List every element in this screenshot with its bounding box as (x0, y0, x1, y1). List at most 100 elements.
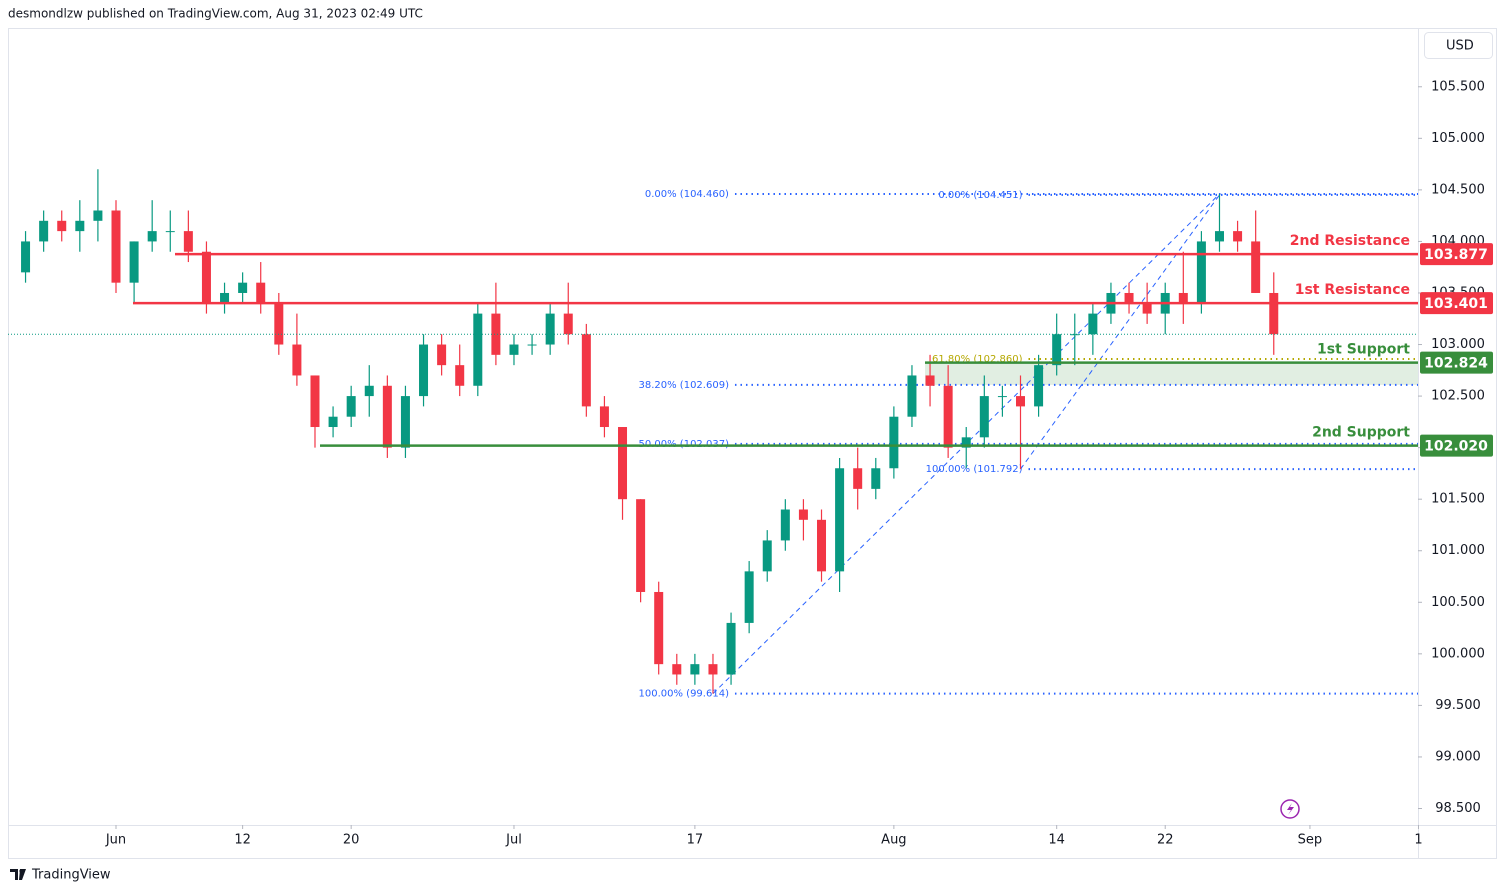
candle-body (310, 375, 320, 428)
candle-body (419, 344, 429, 397)
candle-body (111, 210, 121, 283)
candle-body (256, 282, 266, 304)
fib-level-label: 100.00% (101.792) (926, 464, 1023, 475)
candle-body (39, 220, 49, 242)
fib-level-label: 0.00% (104.460) (645, 189, 729, 200)
candle-body (1142, 303, 1152, 314)
candle (75, 200, 85, 252)
candle (599, 396, 609, 438)
candle-body (238, 282, 248, 293)
candle-body (93, 210, 103, 221)
candle (292, 313, 302, 386)
candle (1196, 231, 1206, 314)
candle-body (798, 509, 808, 520)
candle-body (75, 220, 85, 232)
candle-body (129, 241, 139, 283)
candle-body (1124, 292, 1134, 304)
candle-body (599, 406, 609, 428)
x-tick-label: 20 (343, 833, 360, 848)
candle-body (545, 313, 555, 345)
candle-body (744, 571, 754, 623)
x-tick-label: 12 (234, 833, 251, 848)
candle-body (636, 499, 646, 592)
candle-body (382, 385, 392, 448)
y-tick-label: 100.000 (1431, 646, 1485, 661)
candle (997, 385, 1007, 417)
candle (780, 499, 790, 551)
candle-body (364, 385, 374, 397)
x-tick-label: Jul (505, 833, 522, 848)
candle (907, 365, 917, 428)
candle-body (835, 468, 845, 572)
candle (346, 385, 356, 428)
candle (979, 375, 989, 448)
y-tick-label: 100.500 (1431, 595, 1485, 610)
candle-body (581, 334, 591, 407)
candle (256, 262, 266, 314)
candle (1178, 251, 1188, 324)
candle (762, 530, 772, 582)
support-zone (925, 362, 1418, 385)
candle-body (871, 468, 881, 489)
candle (853, 447, 863, 510)
candle (672, 653, 682, 685)
y-tick-label: 102.500 (1431, 389, 1485, 404)
fib-level-label: 100.00% (99.614) (639, 689, 730, 700)
level-name: 1st Support (1317, 342, 1410, 358)
candle-body (961, 437, 971, 448)
candle (238, 272, 248, 304)
candle (527, 334, 537, 355)
currency: USD (1446, 39, 1474, 54)
level-price-label: 102.020 (1424, 439, 1488, 455)
candle (21, 231, 31, 283)
x-tick-label: Sep (1298, 833, 1323, 848)
candle (798, 499, 808, 541)
fib-level-label: 61.80% (102.860) (932, 354, 1023, 365)
candle-body (201, 251, 211, 304)
fib-level-label: 0.00% (104.451) (938, 190, 1022, 201)
candle (39, 210, 49, 252)
candle (455, 344, 465, 397)
candle (1034, 354, 1044, 417)
candle-body (473, 313, 483, 386)
y-tick-label: 99.500 (1435, 698, 1481, 713)
candle-body (274, 303, 284, 345)
candle (93, 169, 103, 242)
fib-level-label: 38.20% (102.609) (639, 380, 730, 391)
candle-body (1088, 313, 1098, 335)
candle (889, 406, 899, 479)
level-name: 2nd Support (1312, 425, 1410, 441)
level-price-box (1420, 351, 1493, 374)
candle (419, 334, 429, 407)
candle (618, 427, 628, 520)
candle-body (708, 664, 718, 675)
candle-body (509, 344, 519, 355)
candle-body (1052, 334, 1062, 366)
x-tick-label: 14 (1048, 833, 1065, 848)
candle-body (527, 344, 537, 346)
candle (509, 334, 519, 366)
candle (744, 561, 754, 634)
candle-body (1178, 292, 1188, 304)
candle-body (997, 396, 1007, 398)
candle (364, 365, 374, 417)
candle (726, 612, 736, 685)
fib-level-label: 50.00% (102.037) (639, 439, 730, 450)
candle (1233, 220, 1243, 252)
candle (943, 365, 953, 458)
candle-body (1214, 231, 1224, 242)
y-tick-label: 103.000 (1431, 337, 1485, 352)
x-tick-label: 17 (687, 833, 704, 848)
candle (1052, 313, 1062, 376)
candle (382, 375, 392, 458)
candle (57, 210, 67, 242)
candle-body (780, 509, 790, 541)
candle-body (1233, 231, 1243, 242)
y-tick-label: 98.500 (1435, 801, 1481, 816)
candle-body (455, 365, 465, 386)
candle (563, 282, 573, 345)
candle-body (220, 292, 230, 304)
candle (690, 653, 700, 685)
candle-body (1016, 396, 1025, 407)
